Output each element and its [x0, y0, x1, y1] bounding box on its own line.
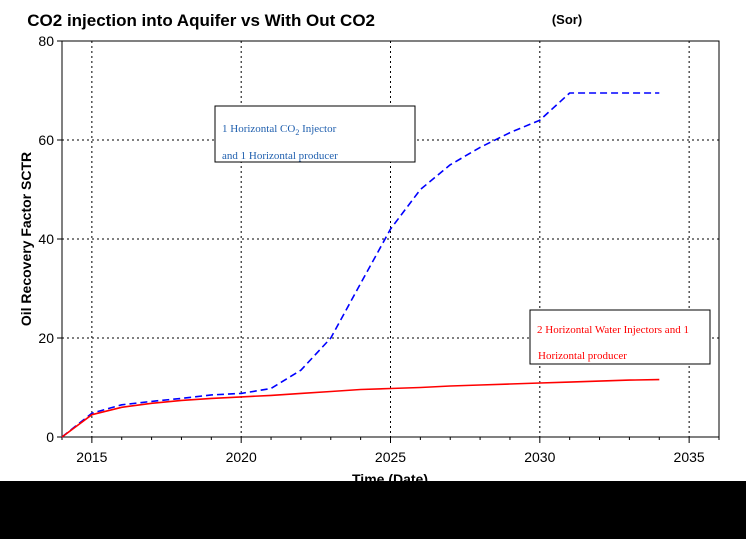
legend-co2-line2: and 1 Horizontal producer — [222, 150, 338, 162]
chart-title: CO2 injection into Aquifer vs With Out C… — [27, 11, 375, 30]
chart-subtitle: (Sor) — [552, 12, 582, 27]
x-tick-label: 2030 — [524, 449, 555, 465]
legend-box-water: 2 Horizontal Water Injectors and 1 Horiz… — [529, 309, 711, 365]
x-tick-label: 2020 — [226, 449, 257, 465]
y-tick-label: 80 — [38, 33, 54, 49]
axis-ticks: 2015 2020 2025 2030 2035 0 20 40 60 80 — [38, 33, 720, 465]
y-axis-label: Oil Recovery Factor SCTR — [18, 152, 34, 326]
legend-co2-text-b: Injector — [299, 123, 336, 135]
y-tick-label: 0 — [46, 429, 54, 445]
grid — [62, 41, 719, 437]
y-tick-label: 20 — [38, 330, 54, 346]
x-tick-label: 2035 — [674, 449, 705, 465]
y-tick-label: 40 — [38, 231, 54, 247]
y-tick-label: 60 — [38, 132, 54, 148]
x-tick-label: 2025 — [375, 449, 406, 465]
legend-box-co2: 1 Horizontal CO2 Injector and 1 Horizont… — [214, 105, 416, 163]
legend-water-line2: Horizontal producer — [538, 350, 627, 362]
legend-co2-line1: 1 Horizontal CO2 Injector — [222, 123, 337, 137]
legend-box-co2-frame — [214, 105, 416, 163]
series-line-1 — [61, 378, 660, 438]
legend-water-line1: 2 Horizontal Water Injectors and 1 — [537, 324, 689, 336]
legend-co2-text-a: 1 Horizontal CO — [222, 123, 295, 135]
series-group — [61, 92, 660, 438]
legend-co2-subscript: 2 — [295, 128, 299, 137]
series-line-0 — [61, 92, 660, 438]
legend-box-water-frame — [529, 309, 711, 365]
x-tick-label: 2015 — [76, 449, 107, 465]
black-band — [0, 481, 746, 539]
